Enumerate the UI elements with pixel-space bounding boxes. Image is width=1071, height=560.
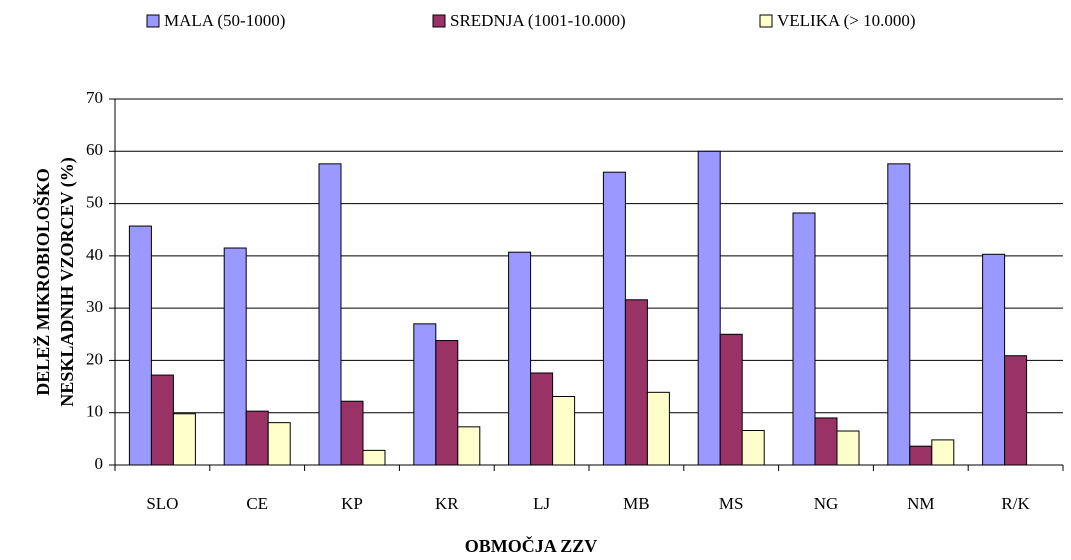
y-tick-label: 40 bbox=[86, 245, 103, 264]
x-tick-label: NG bbox=[814, 494, 839, 513]
y-tick-label: 60 bbox=[86, 140, 103, 159]
x-tick-label: NM bbox=[907, 494, 934, 513]
bar bbox=[508, 251, 532, 466]
bar bbox=[245, 410, 269, 466]
bar bbox=[887, 163, 911, 466]
legend-swatch bbox=[146, 14, 160, 28]
bar bbox=[602, 171, 626, 466]
x-axis-label: OBMOČJA ZZV bbox=[465, 535, 598, 556]
legend-label: VELIKA (> 10.000) bbox=[777, 11, 915, 30]
bar bbox=[530, 372, 554, 466]
x-tick-label: MS bbox=[719, 494, 744, 513]
legend-swatch bbox=[432, 14, 446, 28]
x-tick-label: MB bbox=[623, 494, 649, 513]
bar bbox=[624, 299, 648, 466]
x-tick-label: CE bbox=[246, 494, 268, 513]
bar bbox=[792, 212, 816, 466]
x-tick-label: KP bbox=[341, 494, 363, 513]
legend-label: SREDNJA (1001-10.000) bbox=[450, 11, 626, 30]
bar bbox=[128, 225, 152, 466]
bar bbox=[814, 417, 838, 466]
bar bbox=[931, 439, 955, 466]
bar bbox=[982, 253, 1006, 466]
bar bbox=[836, 430, 860, 466]
bar bbox=[435, 340, 459, 466]
bar bbox=[457, 426, 481, 466]
bar bbox=[172, 413, 196, 466]
legend-label: MALA (50-1000) bbox=[164, 11, 285, 30]
y-axis-label: DELEŽ MIKROBIOLOŠKO NESKLADNIH VZORCEV (… bbox=[32, 157, 78, 406]
y-tick-label: 10 bbox=[86, 402, 103, 421]
bar bbox=[719, 333, 743, 466]
x-tick-label: R/K bbox=[1001, 494, 1030, 513]
bar bbox=[552, 396, 576, 466]
bar bbox=[646, 391, 670, 466]
y-tick-label: 70 bbox=[86, 88, 103, 107]
bar bbox=[150, 374, 174, 466]
x-tick-label: LJ bbox=[533, 494, 550, 513]
bar bbox=[413, 323, 437, 466]
y-axis-label-line: NESKLADNIH VZORCEV (%) bbox=[57, 157, 78, 406]
bar bbox=[741, 429, 765, 466]
y-tick-label: 50 bbox=[86, 192, 103, 211]
bar bbox=[362, 449, 386, 466]
bar bbox=[1004, 355, 1028, 466]
legend-swatch bbox=[759, 14, 773, 28]
x-tick-label: KR bbox=[435, 494, 459, 513]
y-tick-label: 30 bbox=[86, 297, 103, 316]
bar bbox=[318, 163, 342, 466]
y-tick-label: 20 bbox=[86, 349, 103, 368]
bar bbox=[340, 400, 364, 466]
bar bbox=[267, 422, 291, 466]
bar bbox=[223, 247, 247, 466]
bar bbox=[697, 150, 721, 466]
y-axis-label-line: DELEŽ MIKROBIOLOŠKO bbox=[32, 168, 53, 396]
y-tick-label: 0 bbox=[95, 454, 104, 473]
bar bbox=[909, 445, 933, 466]
x-tick-label: SLO bbox=[146, 494, 178, 513]
